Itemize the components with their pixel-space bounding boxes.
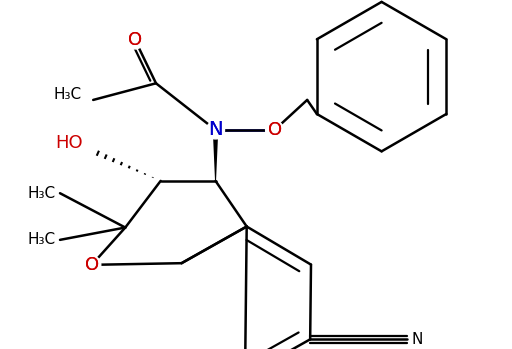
- Circle shape: [83, 256, 101, 274]
- Text: HO: HO: [55, 134, 83, 152]
- Text: H₃C: H₃C: [54, 88, 82, 103]
- Text: H₃C: H₃C: [28, 186, 56, 201]
- Text: O: O: [84, 256, 99, 274]
- Text: O: O: [268, 121, 282, 139]
- Circle shape: [126, 31, 144, 49]
- Text: N: N: [412, 332, 423, 347]
- Circle shape: [206, 121, 225, 139]
- Text: O: O: [128, 31, 142, 49]
- Text: N: N: [208, 120, 223, 139]
- Circle shape: [266, 121, 284, 139]
- Text: O: O: [268, 121, 282, 139]
- Polygon shape: [213, 130, 218, 181]
- Text: O: O: [84, 256, 99, 274]
- Text: H₃C: H₃C: [28, 232, 56, 247]
- Text: N: N: [208, 120, 223, 139]
- Text: O: O: [128, 31, 142, 49]
